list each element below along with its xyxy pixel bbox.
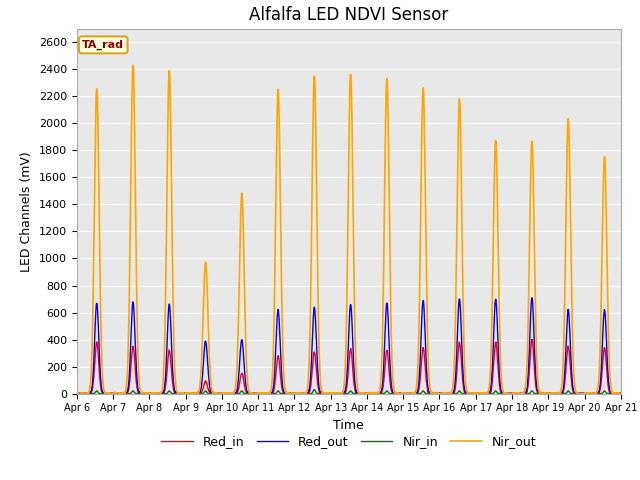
Title: Alfalfa LED NDVI Sensor: Alfalfa LED NDVI Sensor [249, 6, 449, 24]
Red_out [73, 391, 81, 396]
Nir_out [548, 390, 556, 396]
Nir_out [168, 180, 175, 186]
Red_out [305, 387, 313, 393]
Text: TA_rad: TA_rad [82, 40, 124, 50]
Red_in [73, 391, 81, 396]
Red_in [528, 336, 536, 342]
Nir_in [607, 391, 614, 396]
Nir_out [135, 379, 143, 385]
Red_in [607, 390, 614, 396]
Red_out [607, 389, 614, 395]
Red_out [282, 391, 289, 396]
Nir_out [305, 355, 313, 360]
Red_out [167, 331, 175, 336]
Nir_out [73, 391, 81, 396]
Nir_in [617, 391, 625, 396]
Red_in [305, 390, 313, 396]
Red_out [528, 295, 536, 300]
X-axis label: Time: Time [333, 419, 364, 432]
Nir_out [617, 391, 625, 396]
Nir_in [135, 391, 143, 396]
Nir_in [74, 391, 81, 396]
Nir_in [282, 391, 289, 396]
Line: Nir_out: Nir_out [77, 65, 621, 394]
Nir_out [73, 391, 81, 396]
Nir_out [129, 62, 137, 68]
Red_out [135, 389, 143, 395]
Red_in [282, 391, 289, 396]
Y-axis label: LED Channels (mV): LED Channels (mV) [20, 151, 33, 272]
Nir_in [305, 391, 313, 396]
Line: Nir_in: Nir_in [77, 389, 621, 394]
Nir_in [73, 391, 81, 396]
Red_out [617, 391, 625, 396]
Line: Red_out: Red_out [77, 298, 621, 394]
Legend: Red_in, Red_out, Nir_in, Nir_out: Red_in, Red_out, Nir_in, Nir_out [156, 430, 541, 453]
Nir_in [310, 386, 318, 392]
Nir_in [168, 390, 175, 396]
Nir_out [282, 389, 290, 395]
Red_in [617, 391, 625, 396]
Red_in [548, 391, 556, 396]
Nir_out [607, 380, 614, 386]
Nir_in [548, 391, 556, 396]
Red_out [548, 391, 556, 396]
Line: Red_in: Red_in [77, 339, 621, 394]
Red_in [135, 390, 143, 396]
Red_in [167, 363, 175, 369]
